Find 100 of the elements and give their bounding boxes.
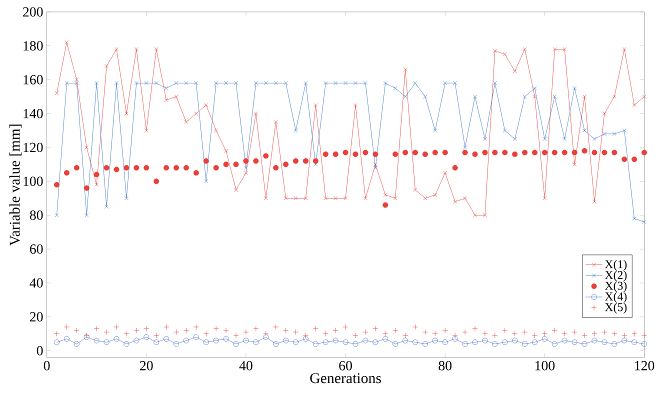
- point: [433, 128, 438, 132]
- point: [304, 80, 308, 85]
- y-tick-label: 100: [24, 176, 43, 186]
- point: [193, 324, 199, 330]
- point: [273, 164, 279, 170]
- point: [502, 339, 508, 345]
- point: [532, 86, 537, 90]
- point: [642, 94, 646, 99]
- point: [104, 204, 109, 209]
- point: [254, 111, 258, 116]
- point: [382, 202, 388, 208]
- point: [324, 80, 328, 85]
- point: [243, 338, 249, 344]
- point: [304, 196, 308, 200]
- point: [622, 338, 628, 344]
- point: [353, 80, 358, 85]
- point: [144, 80, 148, 85]
- point: [562, 338, 568, 344]
- x-axis-title: Generations: [310, 373, 381, 384]
- point: [393, 86, 398, 90]
- point: [612, 94, 616, 99]
- point: [54, 213, 59, 218]
- point: [362, 338, 368, 344]
- point: [412, 339, 418, 345]
- point: [213, 326, 219, 332]
- y-tick-label: 40: [30, 278, 43, 288]
- point: [443, 80, 448, 85]
- point: [94, 182, 99, 187]
- point: [84, 185, 90, 191]
- point: [263, 153, 269, 159]
- point: [403, 94, 408, 99]
- point: [274, 120, 278, 124]
- point: [283, 161, 289, 168]
- point: [372, 326, 378, 332]
- point: [124, 196, 128, 200]
- point: [453, 80, 458, 85]
- point: [362, 150, 368, 156]
- point: [393, 196, 398, 200]
- point: [632, 339, 638, 345]
- legend-label: X(1): [604, 260, 627, 271]
- point: [612, 132, 616, 136]
- point: [522, 150, 528, 156]
- point: [532, 339, 538, 345]
- point: [114, 80, 119, 85]
- point: [622, 47, 626, 52]
- point: [124, 330, 130, 336]
- y-tick-label: 180: [24, 41, 43, 50]
- point: [322, 339, 328, 345]
- y-tick-label: 0: [36, 346, 43, 356]
- point: [314, 162, 318, 166]
- y-tick-label: 60: [30, 244, 43, 254]
- point: [352, 332, 358, 338]
- point: [463, 145, 468, 150]
- x-tick-label: 20: [140, 360, 153, 370]
- point: [294, 196, 298, 200]
- x-tick-label: 100: [535, 360, 555, 370]
- point: [582, 148, 588, 154]
- legend-label: X(3): [604, 281, 627, 292]
- point: [472, 151, 478, 157]
- point: [412, 324, 418, 330]
- point: [602, 111, 606, 116]
- point: [274, 80, 278, 85]
- point: [392, 327, 398, 334]
- point: [253, 326, 259, 332]
- point: [512, 151, 518, 157]
- x-tick-label: 80: [438, 360, 452, 370]
- point: [223, 327, 229, 334]
- point: [203, 330, 209, 336]
- point: [312, 326, 318, 332]
- point: [312, 341, 318, 347]
- point: [442, 339, 448, 345]
- point: [183, 164, 189, 170]
- point: [602, 150, 608, 156]
- point: [582, 128, 587, 132]
- point: [592, 330, 598, 336]
- point: [234, 188, 238, 192]
- point: [64, 170, 70, 176]
- point: [363, 196, 368, 200]
- point: [292, 339, 299, 345]
- point: [244, 166, 248, 170]
- point: [294, 128, 298, 132]
- point: [64, 324, 70, 330]
- point: [512, 136, 517, 141]
- point: [64, 336, 70, 342]
- point: [233, 332, 239, 338]
- point: [542, 136, 547, 141]
- point: [512, 69, 517, 74]
- point: [572, 329, 578, 335]
- point: [183, 327, 189, 334]
- point: [402, 332, 408, 338]
- point: [492, 341, 498, 347]
- point: [224, 80, 228, 85]
- point: [592, 200, 597, 204]
- point: [184, 80, 188, 85]
- point: [74, 78, 79, 82]
- point: [492, 150, 498, 156]
- point: [353, 102, 358, 108]
- point: [164, 86, 168, 90]
- legend-label: X(2): [604, 270, 627, 282]
- point: [532, 94, 537, 99]
